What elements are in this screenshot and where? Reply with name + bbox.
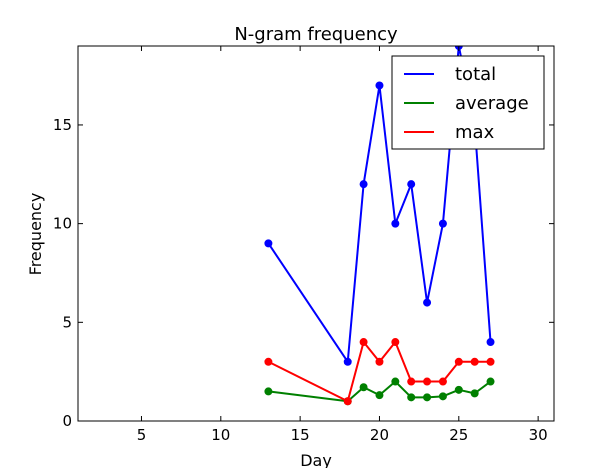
data-point-max	[470, 357, 479, 366]
x-tick-label: 25	[449, 426, 468, 444]
data-point-max	[359, 338, 368, 347]
data-point-total	[264, 239, 273, 248]
x-tick-label: 10	[211, 426, 230, 444]
legend: total average max	[391, 55, 545, 150]
data-point-average	[454, 385, 463, 394]
x-tick-label: 30	[529, 426, 548, 444]
plot-frame	[77, 45, 555, 422]
data-point-max	[343, 397, 352, 406]
series-layer	[264, 46, 495, 406]
data-point-max	[423, 377, 432, 386]
data-point-average	[438, 392, 447, 401]
data-point-average	[391, 377, 400, 386]
data-point-total	[359, 180, 368, 189]
legend-label-average: average	[455, 93, 529, 114]
y-axis-label: Frequency	[26, 193, 45, 276]
legend-label-max: max	[455, 122, 495, 143]
data-point-total	[375, 81, 384, 90]
data-point-max	[486, 357, 495, 366]
data-point-max	[391, 338, 400, 347]
data-point-total	[343, 357, 352, 366]
data-point-total	[391, 219, 400, 228]
data-point-total	[407, 180, 416, 189]
tick-layer: 5 10 15 20 25 30 0 5 10 15	[53, 46, 554, 444]
data-point-max	[454, 357, 463, 366]
y-tick-label: 5	[62, 313, 72, 331]
data-point-max	[264, 357, 273, 366]
data-point-average	[423, 393, 432, 402]
data-point-average	[470, 389, 479, 398]
legend-label-total: total	[455, 64, 496, 85]
x-tick-label: 15	[291, 426, 310, 444]
x-tick-label: 20	[370, 426, 389, 444]
x-tick-label: 5	[137, 426, 147, 444]
data-point-total	[486, 338, 495, 347]
data-point-total	[423, 298, 432, 307]
data-point-average	[359, 383, 368, 392]
data-point-average	[407, 393, 416, 402]
y-tick-label: 0	[62, 412, 72, 430]
data-point-total	[438, 219, 447, 228]
y-tick-label: 10	[53, 215, 72, 233]
y-tick-label: 15	[53, 116, 72, 134]
data-point-max	[438, 377, 447, 386]
data-point-max	[375, 357, 384, 366]
data-point-average	[486, 377, 495, 386]
data-point-max	[407, 377, 416, 386]
data-point-average	[375, 391, 384, 400]
x-axis-label: Day	[300, 451, 332, 468]
data-point-average	[264, 387, 273, 396]
chart-title: N-gram frequency	[234, 24, 398, 45]
